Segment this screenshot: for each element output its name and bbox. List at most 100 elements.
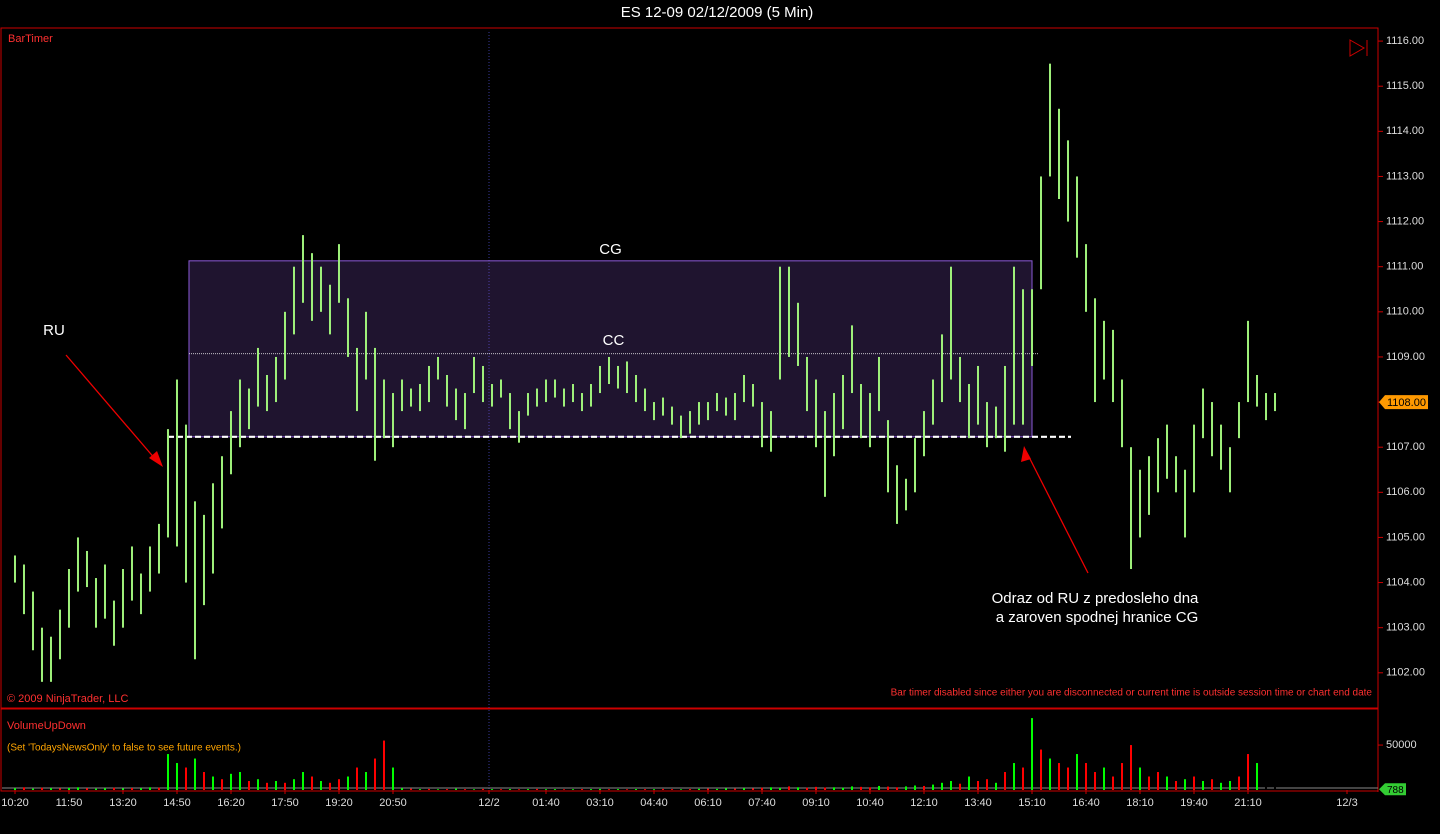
news-message: (Set 'TodaysNewsOnly' to false to see fu…	[7, 743, 241, 754]
price-bar	[1184, 469, 1187, 538]
volume-bar	[445, 789, 448, 790]
volume-bar	[607, 789, 610, 790]
price-bar	[770, 411, 773, 452]
volume-bar	[1148, 776, 1151, 790]
y-tick-label: 1112.00	[1386, 215, 1424, 227]
y-tick-label: 1105.00	[1386, 531, 1425, 543]
volume-bar	[418, 789, 421, 790]
price-bar	[968, 384, 971, 439]
price-bar	[400, 379, 403, 412]
price-bar	[625, 361, 628, 394]
price-bar	[1112, 329, 1115, 403]
volume-bar	[959, 783, 962, 790]
y-tick-label: 1116.00	[1386, 35, 1424, 47]
volume-bar	[481, 788, 484, 790]
volume-bar	[950, 781, 953, 790]
volume-bar	[869, 787, 872, 790]
x-tick-label: 09:10	[802, 797, 830, 809]
volume-bar	[625, 789, 628, 790]
volume-bar	[851, 786, 854, 790]
price-bar	[1121, 379, 1124, 448]
price-bar	[598, 365, 601, 394]
volume-bar	[679, 789, 682, 790]
volume-bar	[571, 789, 574, 790]
volume-bar	[806, 787, 809, 790]
price-bar	[526, 393, 529, 416]
price-bar	[346, 298, 349, 357]
price-bar	[130, 546, 133, 601]
x-tick-label: 15:10	[1018, 797, 1046, 809]
volume-bar	[58, 788, 61, 790]
volume-bar	[905, 786, 908, 790]
price-bar	[1058, 108, 1061, 200]
volume-bar	[463, 789, 466, 790]
volume-bar	[896, 787, 899, 790]
price-bar	[256, 347, 259, 407]
price-bar	[94, 578, 97, 628]
volume-bar	[1202, 781, 1205, 790]
volume-bar	[589, 789, 592, 790]
price-bar	[283, 311, 286, 380]
price-bar	[382, 379, 385, 439]
note-ru: RU	[43, 322, 65, 339]
volume-bar	[22, 787, 25, 790]
volume-bar	[328, 782, 331, 790]
price-bar	[959, 356, 962, 403]
volume-bar	[661, 788, 664, 790]
volume-bar	[67, 788, 70, 790]
price-bar	[779, 266, 782, 380]
volume-bar	[842, 787, 845, 790]
volume-bar	[580, 789, 583, 790]
x-tick-label: 12/3	[1336, 797, 1357, 809]
price-bar	[166, 429, 169, 538]
price-bar	[878, 356, 881, 412]
price-bar	[743, 374, 746, 403]
volume-bar	[1247, 754, 1250, 790]
volume-bar	[517, 789, 520, 790]
y-tick-label: 1103.00	[1386, 622, 1425, 634]
volume-bar	[1166, 776, 1169, 790]
volume-bar	[725, 788, 728, 790]
price-bar	[698, 402, 701, 425]
volume-bar	[824, 787, 827, 790]
y-tick-label: 1107.00	[1386, 441, 1425, 453]
price-bar	[670, 406, 673, 425]
volume-bar	[923, 785, 926, 790]
price-bar	[589, 384, 592, 407]
volume-bar	[220, 779, 223, 790]
price-bar	[1094, 298, 1097, 403]
price-bar	[616, 365, 619, 389]
price-bar	[112, 600, 115, 646]
volume-bar	[1220, 782, 1223, 790]
volume-bar	[1058, 763, 1061, 790]
y-tick-label: 1104.00	[1386, 576, 1425, 588]
volume-bar	[292, 779, 295, 790]
volume-bar	[716, 788, 719, 790]
marks: 10:20 11:50 13:20 14:50 16:20 17:50 19:20 20:50…	[1, 35, 1428, 809]
x-tick-label: 06:10	[694, 797, 722, 809]
price-bar	[797, 302, 800, 366]
zone-label: CG	[599, 241, 622, 258]
volume-bar	[743, 788, 746, 790]
price-bar	[67, 569, 70, 628]
note-line: Odraz od RU z predosleho dna	[992, 590, 1199, 607]
volume-bar	[1013, 763, 1016, 790]
volume-bar	[815, 786, 818, 790]
volume-bar	[337, 779, 340, 790]
y-tick-label: 1115.00	[1386, 80, 1424, 92]
x-tick-label: 17:50	[271, 797, 299, 809]
price-bar	[761, 402, 764, 448]
price-bar	[1013, 266, 1016, 425]
volume-bar	[247, 781, 250, 790]
scroll-icon[interactable]	[1349, 39, 1368, 57]
volume-bar	[1265, 772, 1268, 790]
price-bar	[247, 388, 250, 430]
volume-bar	[355, 767, 358, 790]
volume-bar	[391, 767, 394, 790]
x-tick-label: 07:40	[748, 797, 776, 809]
price-bar	[1103, 320, 1106, 380]
price-bar	[508, 393, 511, 430]
volume-bar	[202, 772, 205, 790]
x-tick-label: 03:10	[586, 797, 614, 809]
price-bar	[337, 244, 340, 303]
